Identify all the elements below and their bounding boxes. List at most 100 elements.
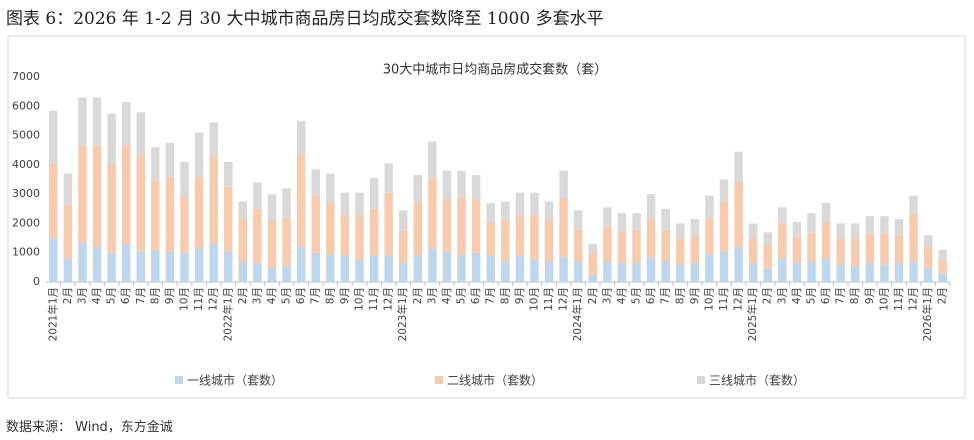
bar-segment bbox=[136, 251, 146, 282]
bar-segment bbox=[194, 248, 204, 282]
x-tick-label: 7月 bbox=[135, 287, 147, 304]
bar-segment bbox=[923, 267, 933, 282]
bar-segment bbox=[151, 180, 160, 250]
x-tick-label: 11月 bbox=[893, 287, 905, 311]
bar-segment bbox=[778, 258, 787, 282]
x-tick-label: 10月 bbox=[703, 287, 715, 311]
page-title: 图表 6：2026 年 1-2 月 30 大中城市商品房日均成交套数降至 100… bbox=[6, 9, 604, 29]
bar-segment bbox=[938, 273, 947, 282]
bar-segment bbox=[705, 219, 714, 255]
bar-segment bbox=[646, 257, 656, 282]
bar-segment bbox=[471, 200, 481, 253]
bar-segment bbox=[763, 243, 772, 269]
bar-segment bbox=[78, 242, 87, 282]
bar-segment bbox=[267, 220, 277, 268]
x-tick-label: 10月 bbox=[353, 287, 365, 311]
x-tick-label: 2026年1月 bbox=[921, 287, 934, 341]
bar-segment bbox=[559, 198, 568, 258]
bar-segment bbox=[209, 243, 218, 282]
bar-segment bbox=[501, 261, 510, 282]
x-tick-label: 11月 bbox=[193, 287, 205, 311]
x-tick-label: 2月 bbox=[937, 287, 949, 304]
bar-segment bbox=[442, 200, 452, 252]
bar-segment bbox=[515, 214, 525, 256]
bar-segment bbox=[544, 201, 554, 220]
bar-segment bbox=[49, 238, 58, 282]
legend-label: 一线城市（套数） bbox=[187, 373, 283, 388]
x-tick-label: 4月 bbox=[441, 287, 453, 304]
bar-segment bbox=[544, 219, 554, 262]
chart-title: 30大中城市日均商品房成交套数（套） bbox=[383, 62, 608, 78]
legend-swatch bbox=[175, 376, 183, 384]
y-tick-label: 7000 bbox=[12, 70, 40, 83]
x-tick-label: 9月 bbox=[339, 287, 351, 304]
x-tick-label: 11月 bbox=[718, 287, 730, 311]
bar-segment bbox=[850, 265, 860, 282]
bar-segment bbox=[486, 255, 495, 282]
bar-segment bbox=[92, 97, 102, 146]
bar-segment bbox=[296, 120, 306, 155]
x-tick-label: 4月 bbox=[616, 287, 628, 304]
bar-segment bbox=[807, 261, 816, 282]
bar-segment bbox=[734, 151, 743, 181]
bar-segment bbox=[676, 223, 685, 239]
x-tick-label: 6月 bbox=[820, 287, 832, 304]
bar-segment bbox=[428, 141, 437, 179]
x-tick-label: 9月 bbox=[514, 287, 526, 304]
x-tick-label: 11月 bbox=[368, 287, 380, 311]
source: 数据来源： Wind，东方金诚 bbox=[6, 420, 173, 435]
bar-segment bbox=[836, 264, 845, 282]
y-tick-label: 4000 bbox=[12, 158, 40, 171]
bar-segment bbox=[340, 255, 350, 282]
bar-segment bbox=[821, 221, 831, 259]
bar-segment bbox=[632, 229, 641, 263]
bar-segment bbox=[559, 170, 568, 199]
bar-segment bbox=[661, 261, 670, 282]
x-tick-label: 11月 bbox=[543, 287, 555, 311]
bar-segment bbox=[238, 261, 248, 282]
bar-segment bbox=[253, 262, 262, 282]
x-tick-label: 2021年1月 bbox=[46, 287, 59, 341]
bar-segment bbox=[63, 173, 73, 205]
x-tick-label: 3月 bbox=[251, 287, 263, 304]
bar-segment bbox=[778, 207, 787, 224]
bar-segment bbox=[369, 255, 379, 282]
bar-segment bbox=[238, 201, 248, 220]
x-tick-label: 5月 bbox=[631, 287, 643, 304]
bar-segment bbox=[646, 194, 656, 220]
x-tick-label: 2023年1月 bbox=[396, 287, 409, 341]
bar-segment bbox=[194, 132, 204, 177]
x-tick-label: 12月 bbox=[383, 287, 395, 311]
bar-segment bbox=[136, 112, 146, 155]
x-tick-label: 2022年1月 bbox=[221, 287, 234, 341]
x-tick-label: 3月 bbox=[426, 287, 438, 304]
x-tick-label: 4月 bbox=[266, 287, 278, 304]
bar-segment bbox=[49, 110, 58, 164]
y-tick-label: 2000 bbox=[12, 216, 40, 229]
bar-segment bbox=[384, 192, 393, 256]
x-tick-label: 5月 bbox=[281, 287, 293, 304]
x-tick-label: 5月 bbox=[805, 287, 817, 304]
bar-segment bbox=[486, 221, 495, 256]
bar-segment bbox=[107, 113, 116, 164]
x-tick-label: 2月 bbox=[587, 287, 599, 304]
bar-segment bbox=[326, 202, 335, 255]
bar-segment bbox=[78, 145, 87, 243]
x-tick-label: 2025年1月 bbox=[746, 287, 759, 341]
bar-segment bbox=[369, 178, 379, 209]
bar-segment bbox=[457, 197, 466, 255]
x-tick-label: 8月 bbox=[849, 287, 861, 304]
bar-segment bbox=[180, 161, 189, 198]
x-tick-label: 2月 bbox=[237, 287, 249, 304]
bar-segment bbox=[398, 230, 408, 263]
bar-segment bbox=[646, 219, 656, 258]
bar-segment bbox=[486, 202, 495, 222]
bar-segment bbox=[792, 236, 802, 263]
bar-segment bbox=[340, 214, 350, 256]
bar-segment bbox=[63, 204, 73, 259]
bar-segment bbox=[296, 246, 306, 282]
bar-segment bbox=[267, 194, 277, 221]
chart-frame bbox=[7, 35, 966, 399]
legend-label: 二线城市（套数） bbox=[447, 373, 543, 388]
